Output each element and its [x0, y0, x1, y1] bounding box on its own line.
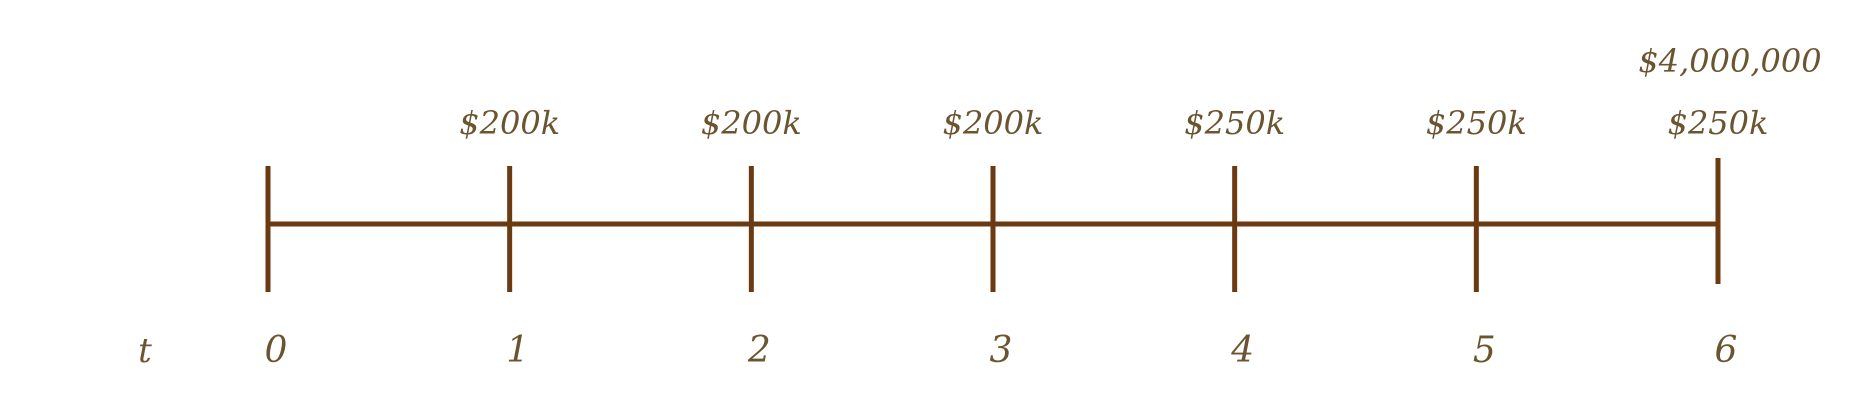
cash-flow-label-6-1: $4,000,000	[1638, 42, 1821, 80]
cash-flow-label-2-0: $200k	[701, 104, 802, 142]
cash-flow-label-6-0: $250k	[1668, 104, 1769, 142]
period-label-5: 5	[1473, 330, 1496, 371]
time-axis-label: t	[138, 331, 152, 371]
timeline-periods: 0 1 $200k 2 $200k 3 $200k 4 $250k 5 $250k 6 $250k $4,…	[265, 42, 1822, 371]
period-label-2: 2	[747, 330, 771, 371]
cash-flow-label-1-0: $200k	[459, 104, 560, 142]
period-label-1: 1	[506, 330, 529, 371]
period-label-3: 3	[990, 330, 1013, 371]
cash-flow-label-3-0: $200k	[943, 104, 1044, 142]
period-label-4: 4	[1230, 330, 1254, 371]
period-label-6: 6	[1715, 330, 1738, 371]
period-label-0: 0	[265, 330, 288, 371]
cash-flow-label-5-0: $250k	[1426, 104, 1527, 142]
cash-flow-label-4-0: $250k	[1184, 104, 1285, 142]
